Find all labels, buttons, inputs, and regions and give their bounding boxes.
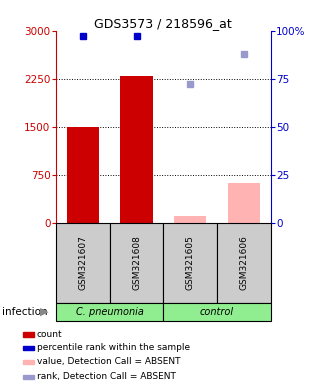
Text: GSM321605: GSM321605 xyxy=(186,236,195,290)
Bar xyxy=(23,375,34,379)
Bar xyxy=(217,223,271,303)
Text: C. pneumonia: C. pneumonia xyxy=(76,307,144,317)
Text: rank, Detection Call = ABSENT: rank, Detection Call = ABSENT xyxy=(37,372,176,381)
Text: value, Detection Call = ABSENT: value, Detection Call = ABSENT xyxy=(37,358,180,366)
Text: GSM321606: GSM321606 xyxy=(239,236,248,290)
Text: ▶: ▶ xyxy=(40,307,49,317)
Bar xyxy=(56,303,163,321)
Bar xyxy=(23,332,34,336)
Text: GSM321607: GSM321607 xyxy=(79,236,87,290)
Bar xyxy=(163,223,217,303)
Bar xyxy=(23,346,34,350)
Bar xyxy=(163,303,271,321)
Bar xyxy=(56,223,110,303)
Text: GSM321608: GSM321608 xyxy=(132,236,141,290)
Title: GDS3573 / 218596_at: GDS3573 / 218596_at xyxy=(94,17,232,30)
Bar xyxy=(120,76,153,223)
Bar xyxy=(174,216,206,223)
Text: percentile rank within the sample: percentile rank within the sample xyxy=(37,343,190,352)
Bar xyxy=(228,183,260,223)
Text: count: count xyxy=(37,329,62,339)
Bar xyxy=(67,127,99,223)
Bar xyxy=(23,360,34,364)
Text: infection: infection xyxy=(2,307,47,317)
Bar xyxy=(110,223,163,303)
Text: control: control xyxy=(200,307,234,317)
